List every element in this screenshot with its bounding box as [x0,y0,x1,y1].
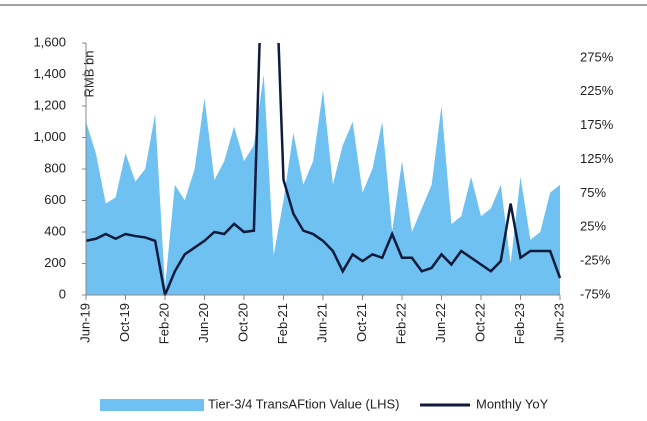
y2-tick-label: 75% [580,185,606,200]
y-tick-label: 1,400 [33,66,66,81]
x-tick-label: Jun-21 [314,303,329,343]
x-tick-label: Jun-22 [433,303,448,343]
y-tick-label: 1,000 [33,129,66,144]
y-tick-label: 1,600 [33,34,66,49]
legend-swatch [100,399,204,411]
plot-area [86,43,562,296]
legend-label: Tier-3/4 TransAFtion Value (LHS) [208,396,399,411]
x-tick-label: Jun-20 [196,303,211,343]
y-tick-label: 600 [44,192,66,207]
y-axis-label: RMB bn [81,51,96,98]
y-tick-label: 200 [44,255,66,270]
x-tick-label: Oct-20 [235,303,250,342]
y2-tick-label: 25% [580,219,606,234]
y2-tick-label: -25% [580,253,611,268]
x-tick-label: Oct-22 [472,303,487,342]
x-tick-label: Feb-22 [393,303,408,344]
legend-label: Monthly YoY [476,396,549,411]
x-tick-label: Oct-21 [354,303,369,342]
x-tick-label: Jun-19 [77,303,92,343]
x-tick-label: Jun-23 [551,303,566,343]
y-tick-label: 1,200 [33,97,66,112]
y-tick-label: 0 [59,286,66,301]
y2-tick-label: 275% [580,49,614,64]
x-tick-label: Feb-21 [275,303,290,344]
x-tick-label: Feb-23 [512,303,527,344]
y-tick-label: 800 [44,160,66,175]
y2-tick-label: 175% [580,117,614,132]
y2-tick-label: 125% [580,151,614,166]
y-tick-label: 400 [44,223,66,238]
y2-tick-label: 225% [580,83,614,98]
y2-tick-label: -75% [580,286,611,301]
x-tick-label: Oct-19 [117,303,132,342]
x-tick-label: Feb-20 [156,303,171,344]
area [86,74,560,295]
